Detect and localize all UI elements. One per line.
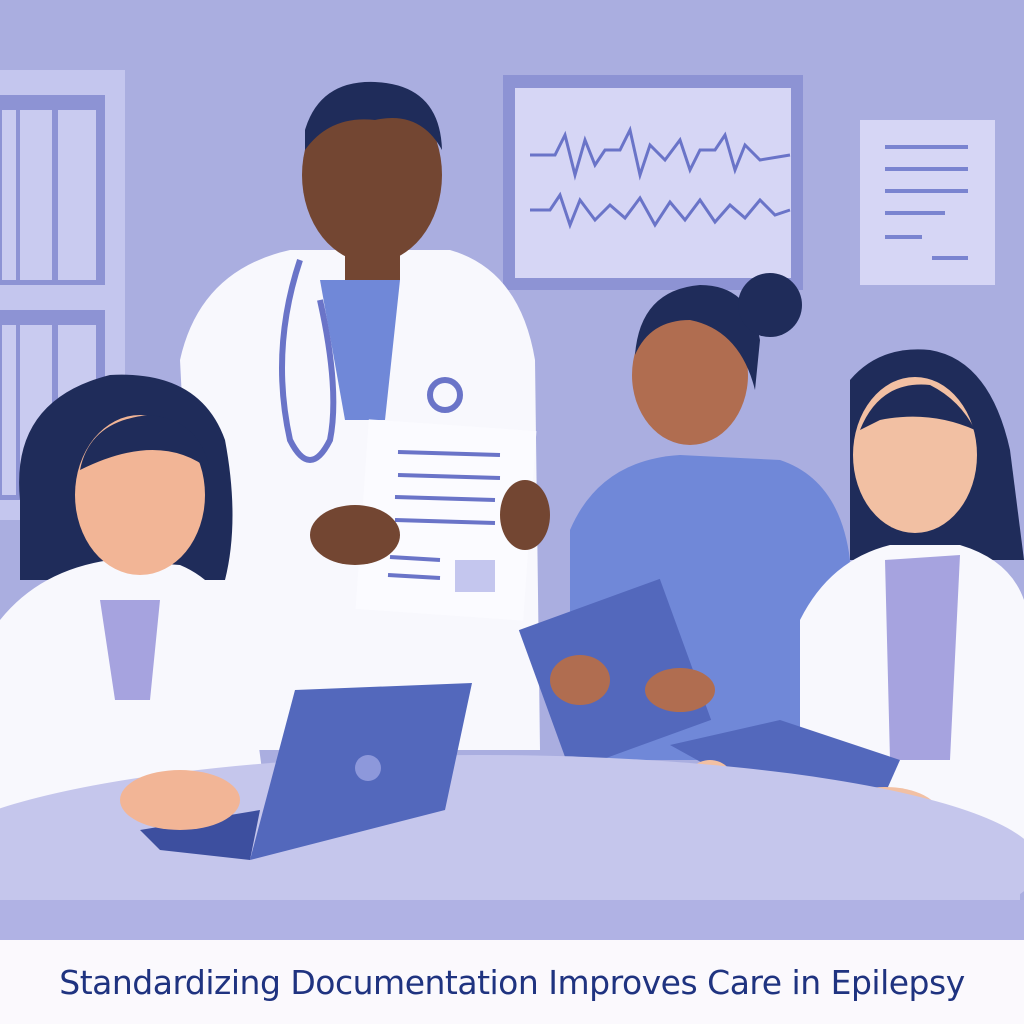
team-illustration [0, 0, 1024, 940]
nurse [518, 273, 850, 772]
left-doctor [0, 374, 270, 830]
binder-shelf [0, 70, 125, 520]
caption: Standardizing Documentation Improves Car… [59, 962, 965, 1002]
standing-doctor [180, 81, 550, 750]
eeg-monitor-icon [503, 75, 803, 290]
wall-document-icon [860, 120, 995, 285]
clipboard-icon [518, 578, 712, 772]
stethoscope-icon [279, 259, 337, 463]
laptop-icon [120, 683, 472, 860]
